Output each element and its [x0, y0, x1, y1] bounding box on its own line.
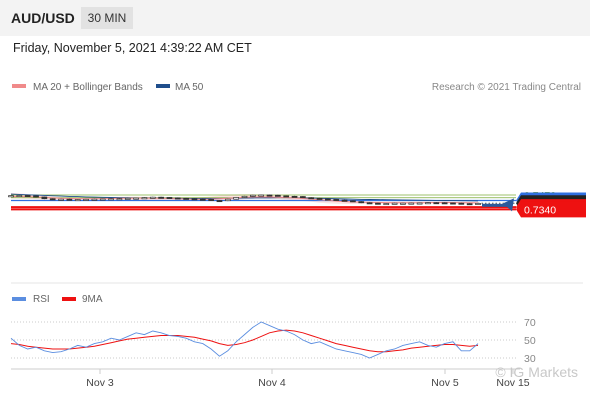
x-tick-label: Nov 3	[86, 377, 114, 389]
candle-body	[375, 202, 381, 205]
candle-body	[166, 197, 173, 199]
candle-body	[33, 195, 39, 198]
candle-body	[16, 195, 23, 197]
candle-body	[66, 198, 73, 201]
candle-body	[333, 199, 340, 201]
candle-body	[49, 198, 56, 201]
rsi-tick-label: 30	[524, 353, 536, 365]
candle-body	[174, 197, 181, 200]
candle-body	[158, 196, 164, 199]
instrument-title: AUD/USD	[11, 10, 75, 26]
rsi-legend-label: RSI	[33, 294, 50, 305]
candle-body	[149, 196, 156, 199]
candle-body	[24, 195, 31, 197]
candle-body	[199, 198, 206, 201]
ma9-legend-swatch	[62, 297, 76, 301]
ma50-legend-swatch	[156, 84, 170, 88]
level-label-5: 0.7340	[524, 204, 556, 216]
candle-body	[233, 197, 240, 200]
candle-body	[450, 202, 456, 205]
candle-body	[283, 195, 290, 198]
ma20-legend-swatch	[12, 84, 26, 88]
candle-body	[475, 203, 481, 205]
candle-body	[133, 197, 139, 200]
candle-body	[224, 198, 231, 202]
x-tick-label: Nov 5	[431, 377, 459, 389]
rsi-tick-label: 70	[524, 317, 536, 329]
candle-body	[416, 202, 423, 205]
candle-body	[291, 195, 298, 198]
research-credit: Research © 2021 Trading Central	[432, 82, 581, 93]
candle-body	[300, 196, 306, 199]
candle-body	[358, 201, 365, 204]
candle-body	[241, 195, 248, 198]
x-tick-label: Nov 4	[258, 377, 286, 389]
watermark: © IG Markets	[495, 364, 578, 380]
header-bar: AUD/USD 30 MIN	[0, 0, 590, 36]
candle-body	[425, 202, 431, 205]
timeframe-button[interactable]: 30 MIN	[81, 7, 133, 29]
candle-body	[350, 200, 356, 203]
candle-body	[275, 194, 281, 197]
candle-body	[466, 203, 473, 206]
candle-body	[308, 197, 315, 200]
candle-body	[83, 198, 89, 201]
candle-body	[99, 198, 106, 201]
ma20-legend-label: MA 20 + Bollinger Bands	[33, 82, 143, 93]
candle-body	[391, 202, 398, 205]
candle-body	[208, 199, 214, 201]
candle-body	[266, 194, 273, 197]
ma50-line	[10, 193, 479, 202]
candle-body	[325, 198, 331, 201]
candle-body	[400, 202, 406, 205]
candle-body	[141, 197, 148, 200]
candle-body	[441, 202, 448, 205]
candle-body	[408, 202, 415, 205]
ma9-legend-label: 9MA	[82, 294, 103, 305]
candle-body	[41, 196, 48, 200]
forecast-arrow-head	[503, 198, 514, 212]
candle-body	[433, 202, 440, 205]
candle-body	[366, 202, 373, 205]
x-tick-label: Nov 15	[496, 377, 529, 389]
candle-body	[108, 198, 114, 201]
candle-body	[183, 197, 189, 200]
rsi-line	[10, 321, 479, 359]
candle-body	[383, 203, 390, 206]
rsi-ma9-line	[10, 329, 479, 353]
candle-body	[341, 199, 348, 202]
price-legend: MA 20 + Bollinger Bands MA 50	[12, 82, 204, 93]
rsi-plot: 70 50 30	[10, 317, 536, 365]
rsi-legend-swatch	[12, 297, 26, 301]
candle-body	[8, 195, 14, 198]
x-axis: Nov 3 Nov 4 Nov 5 Nov 15	[86, 369, 530, 389]
price-plot: 0.74700.74450.74200.73950.73600.7340	[8, 190, 586, 218]
candle-body	[249, 194, 256, 197]
candle-body	[258, 194, 265, 197]
ma50-legend-label: MA 50	[175, 82, 204, 93]
candle-body	[58, 198, 64, 201]
timestamp: Friday, November 5, 2021 4:39:22 AM CET	[13, 41, 252, 55]
rsi-legend: RSI 9MA	[12, 294, 103, 305]
candle-body	[458, 202, 465, 205]
candle-body	[216, 200, 223, 203]
candle-body	[91, 198, 98, 201]
candle-body	[316, 197, 323, 200]
candle-body	[116, 198, 123, 201]
candle-body	[74, 199, 81, 202]
candle-body	[124, 197, 131, 200]
candle-body	[191, 198, 198, 201]
rsi-tick-label: 50	[524, 335, 536, 347]
level-tag-5	[516, 201, 586, 218]
